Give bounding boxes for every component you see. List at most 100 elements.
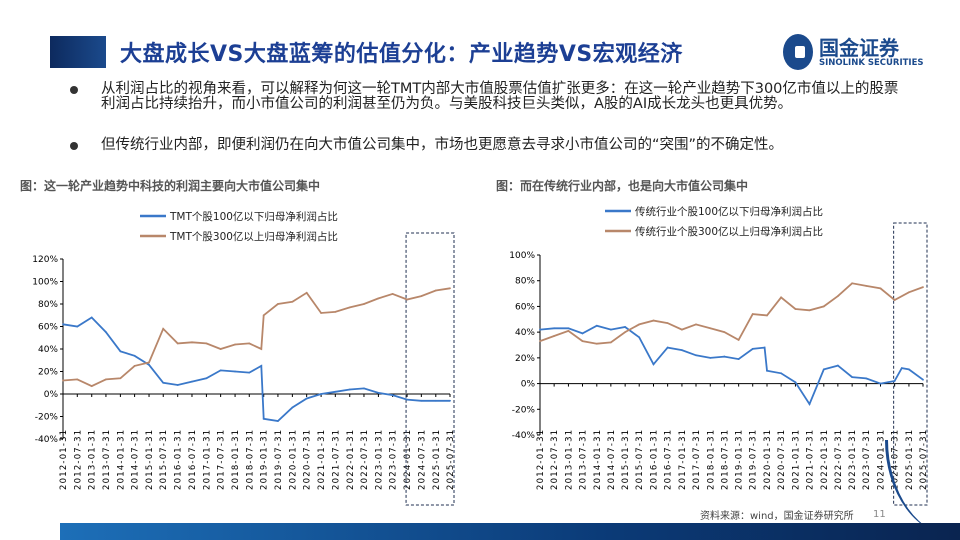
data-point [348,388,351,391]
data-point [320,312,323,314]
x-tick-label: 2019-01-31 [260,429,270,490]
data-point [822,368,825,371]
x-tick-label: 2013-07-31 [578,429,588,490]
x-tick-label: 2014-07-31 [607,429,617,490]
source-note: 资料来源：wind，国金证券研究所 [700,511,854,522]
data-point [219,348,222,350]
y-tick-label: 40% [515,328,535,338]
data-point [709,356,712,359]
data-point [539,340,541,343]
data-point [766,369,768,372]
x-tick-label: 2020-01-31 [288,429,298,490]
x-tick-label: 2023-01-31 [374,429,384,490]
x-tick-label: 2015-01-31 [621,429,631,490]
data-point [581,332,584,335]
data-point [219,369,222,372]
x-tick-label: 2025-07-31 [446,429,456,490]
data-point [836,364,839,367]
data-point [305,291,308,294]
data-point [723,355,726,358]
data-point [191,380,193,383]
data-point [62,379,64,382]
data-point [908,368,910,371]
series-line-small-cap [539,324,924,407]
data-point [836,295,839,298]
x-tick-label: 2018-01-31 [231,429,241,490]
y-tick-label: -20% [512,405,536,415]
y-tick-label: -20% [35,413,59,423]
data-point [90,316,93,319]
y-tick-label: 120% [32,255,58,265]
x-tick-label: 2015-01-31 [145,429,155,490]
x-tick-label: 2015-07-31 [159,429,169,490]
y-tick-label: 80% [515,277,535,287]
data-point [723,331,726,334]
data-point [879,287,882,290]
x-tick-label: 2024-01-31 [403,429,413,490]
data-point [666,346,669,349]
series-line-small-cap [62,316,450,422]
data-point [320,393,323,395]
data-point [681,328,683,331]
x-tick-label: 2017-01-31 [202,429,212,490]
data-point [133,364,136,367]
data-point [539,328,541,331]
x-tick-label: 2022-07-31 [834,429,844,490]
logo-icon [783,34,813,70]
x-tick-label: 2016-01-31 [650,429,660,490]
x-tick-label: 2019-07-31 [274,429,284,490]
data-point [808,403,811,406]
chart-left: 120% 100% 80% 60% 40% 20% 0% -20% -40% 2012-01-31… [32,210,456,506]
data-point [609,328,612,331]
data-point [105,331,107,334]
x-tick-label: 2021-07-31 [805,429,815,490]
data-point [248,342,251,345]
series-line-large-cap [539,282,924,345]
y-tick-label: -40% [512,431,536,441]
data-point [780,296,783,299]
data-point [822,305,825,308]
y-tick-label: 20% [38,368,58,378]
data-point [808,309,811,312]
data-point [434,399,437,402]
data-point [737,338,740,341]
footer-band [60,523,960,540]
bullet-dot-icon [70,142,78,150]
data-point [377,297,380,300]
data-point [609,341,612,344]
data-point [334,390,337,393]
y-tick-label: 60% [515,302,535,312]
x-tick-label: 2012-01-31 [536,429,546,490]
data-point [865,284,868,287]
x-tick-label: 2013-07-31 [102,429,112,490]
data-point [652,363,655,366]
data-point [908,291,910,294]
data-point [567,329,570,332]
bullet-text: 但传统行业内部，即便利润仍在向大市值公司集中，市场也更愿意去寻求小市值公司的“突… [101,137,784,153]
data-point [420,295,423,298]
data-point [176,342,179,345]
data-point [695,354,697,357]
data-point [348,306,351,309]
y-tick-label: 0% [521,380,536,390]
data-point [737,358,740,361]
data-point [652,319,655,322]
x-tick-label: 2024-01-31 [877,429,887,490]
data-point [363,303,365,305]
y-tick-label: 40% [38,345,58,355]
x-tick-label: 2016-07-31 [188,429,198,490]
data-point [922,286,924,289]
series-line-large-cap [62,287,451,388]
data-point [624,331,627,334]
x-tick-label: 2012-07-31 [73,429,83,490]
data-point [879,382,882,385]
data-point [406,398,408,401]
data-point [449,399,451,402]
y-tick-label: 100% [32,278,58,288]
data-point [695,323,697,326]
data-point [766,314,768,317]
x-tick-label: 2018-07-31 [245,429,255,490]
legend-label: TMT个股300亿以上归母净利润占比 [169,230,338,243]
data-point [794,381,797,384]
